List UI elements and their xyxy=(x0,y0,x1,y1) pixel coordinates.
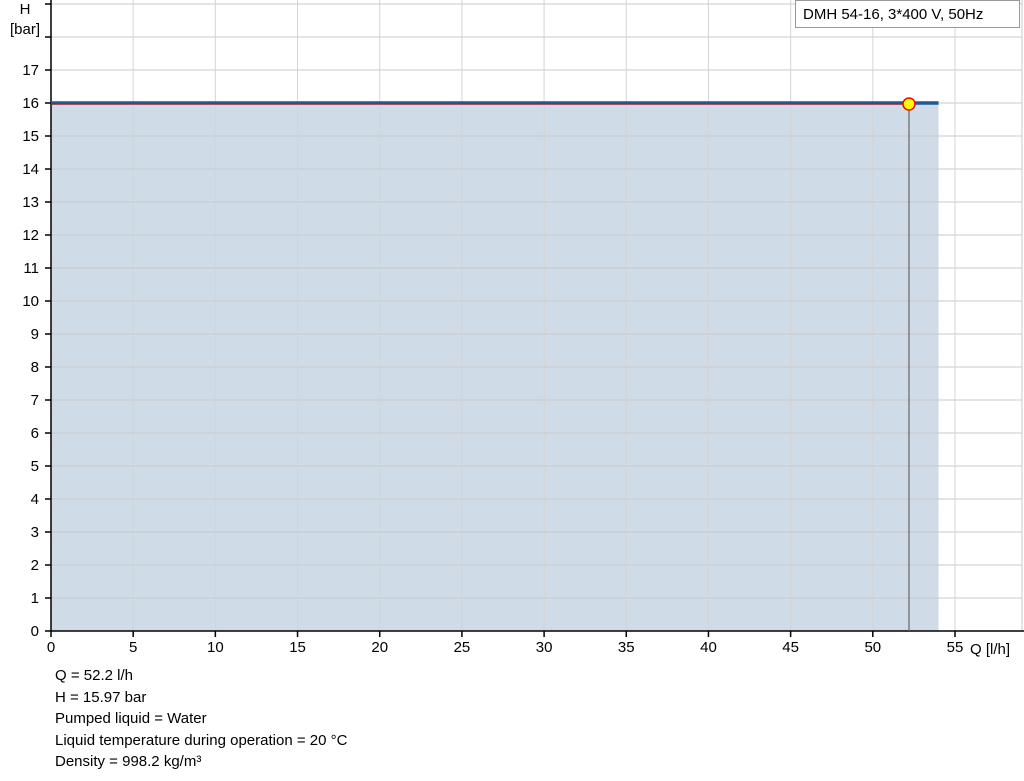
x-tick-label: 50 xyxy=(864,639,881,656)
y-tick-label: 17 xyxy=(22,62,39,79)
y-tick-label: 7 xyxy=(31,392,39,409)
y-tick-label: 0 xyxy=(31,623,39,640)
y-tick-label: 11 xyxy=(23,260,39,277)
x-tick-label: 25 xyxy=(454,639,471,656)
x-tick-label: 20 xyxy=(371,639,388,656)
y-tick-label: 14 xyxy=(22,161,39,178)
x-tick-label: 30 xyxy=(536,639,553,656)
x-tick-label: 0 xyxy=(47,639,55,656)
info-flow: Q = 52.2 l/h xyxy=(55,667,133,684)
operating-info: Q = 52.2 l/h H = 15.97 bar Pumped liquid… xyxy=(55,665,347,773)
y-tick-label: 16 xyxy=(22,95,39,112)
y-tick-label: 5 xyxy=(31,458,39,475)
x-tick-label: 5 xyxy=(129,639,137,656)
y-axis-unit: [bar] xyxy=(10,21,40,38)
x-axis-label: Q [l/h] xyxy=(970,641,1010,658)
info-head: H = 15.97 bar xyxy=(55,688,147,706)
legend-entry: DMH 54-16, 3*400 V, 50Hz xyxy=(803,6,984,23)
x-tick-label: 45 xyxy=(782,639,799,656)
y-tick-label: 13 xyxy=(22,194,39,211)
info-density: Density = 998.2 kg/m³ xyxy=(55,753,202,771)
y-tick-label: 15 xyxy=(22,128,39,145)
x-tick-label: 15 xyxy=(289,639,306,656)
y-tick-label: 2 xyxy=(31,557,39,574)
x-tick-label: 35 xyxy=(618,639,635,656)
info-liquid: Pumped liquid = Water xyxy=(55,710,207,728)
y-tick-label: 10 xyxy=(22,293,39,310)
x-tick-label: 55 xyxy=(947,639,964,656)
legend: DMH 54-16, 3*400 V, 50Hz xyxy=(795,0,1020,28)
y-axis-label: H xyxy=(20,1,31,18)
y-tick-label: 6 xyxy=(31,425,39,442)
y-tick-label: 8 xyxy=(31,359,39,376)
y-tick-label: 1 xyxy=(31,590,39,607)
x-tick-label: 40 xyxy=(700,639,717,656)
y-tick-label: 9 xyxy=(31,326,39,343)
y-tick-label: 12 xyxy=(22,227,39,244)
info-temperature: Liquid temperature during operation = 20… xyxy=(55,731,348,749)
y-tick-label: 4 xyxy=(31,491,39,508)
x-tick-label: 10 xyxy=(207,639,224,656)
operating-point-marker xyxy=(902,97,916,111)
y-tick-label: 3 xyxy=(31,524,39,541)
